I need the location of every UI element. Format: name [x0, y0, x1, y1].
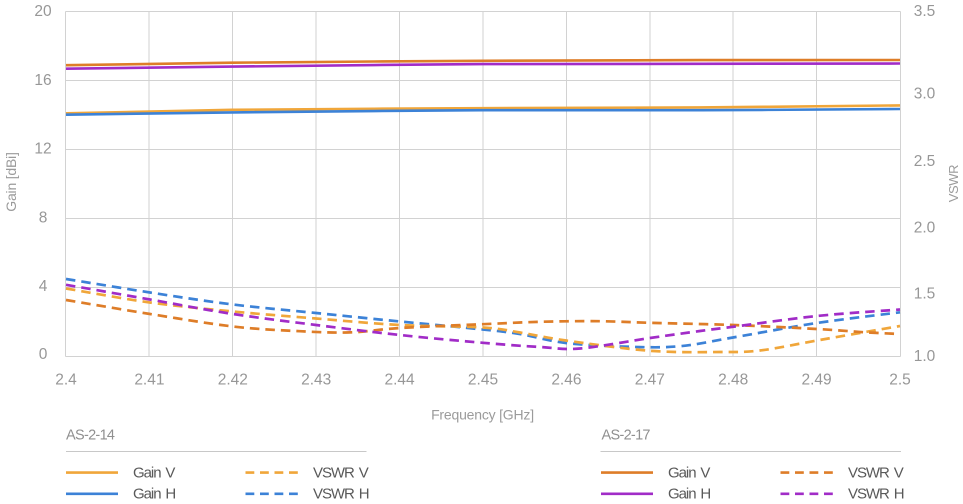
svg-text:2.44: 2.44 [385, 372, 416, 389]
svg-text:Gain V: Gain V [133, 464, 175, 481]
svg-text:2.5: 2.5 [889, 372, 911, 389]
svg-text:16: 16 [34, 72, 51, 89]
svg-text:3.0: 3.0 [914, 85, 936, 102]
svg-text:2.4: 2.4 [55, 372, 77, 389]
svg-text:VSWR V: VSWR V [313, 464, 369, 481]
svg-text:2.5: 2.5 [914, 153, 936, 170]
svg-text:0: 0 [39, 346, 48, 363]
svg-text:3.5: 3.5 [914, 3, 936, 20]
svg-text:2.49: 2.49 [802, 372, 832, 389]
svg-text:AS-2-14: AS-2-14 [66, 428, 115, 444]
svg-text:VSWR: VSWR [946, 165, 961, 202]
svg-text:20: 20 [34, 3, 52, 20]
svg-text:2.46: 2.46 [551, 372, 581, 389]
svg-text:2.47: 2.47 [635, 372, 665, 389]
svg-text:AS-2-17: AS-2-17 [602, 428, 651, 444]
svg-text:2.42: 2.42 [218, 372, 248, 389]
svg-text:2.48: 2.48 [718, 372, 748, 389]
svg-text:2.43: 2.43 [301, 372, 331, 389]
svg-text:VSWR H: VSWR H [313, 486, 369, 503]
svg-text:2.41: 2.41 [134, 372, 164, 389]
svg-text:1.5: 1.5 [914, 285, 936, 302]
svg-text:12: 12 [34, 141, 51, 158]
svg-text:VSWR V: VSWR V [848, 464, 904, 481]
svg-text:Gain H: Gain H [668, 486, 710, 503]
svg-text:VSWR H: VSWR H [848, 486, 904, 503]
svg-text:2.45: 2.45 [468, 372, 498, 389]
svg-text:4: 4 [39, 278, 48, 295]
svg-text:Gain V: Gain V [668, 464, 710, 481]
svg-text:Gain [dBi]: Gain [dBi] [3, 152, 19, 211]
svg-text:2.0: 2.0 [914, 220, 936, 237]
svg-text:1.0: 1.0 [914, 348, 936, 365]
svg-text:Frequency [GHz]: Frequency [GHz] [431, 407, 534, 423]
svg-text:Gain H: Gain H [133, 486, 175, 503]
svg-text:8: 8 [39, 209, 48, 226]
